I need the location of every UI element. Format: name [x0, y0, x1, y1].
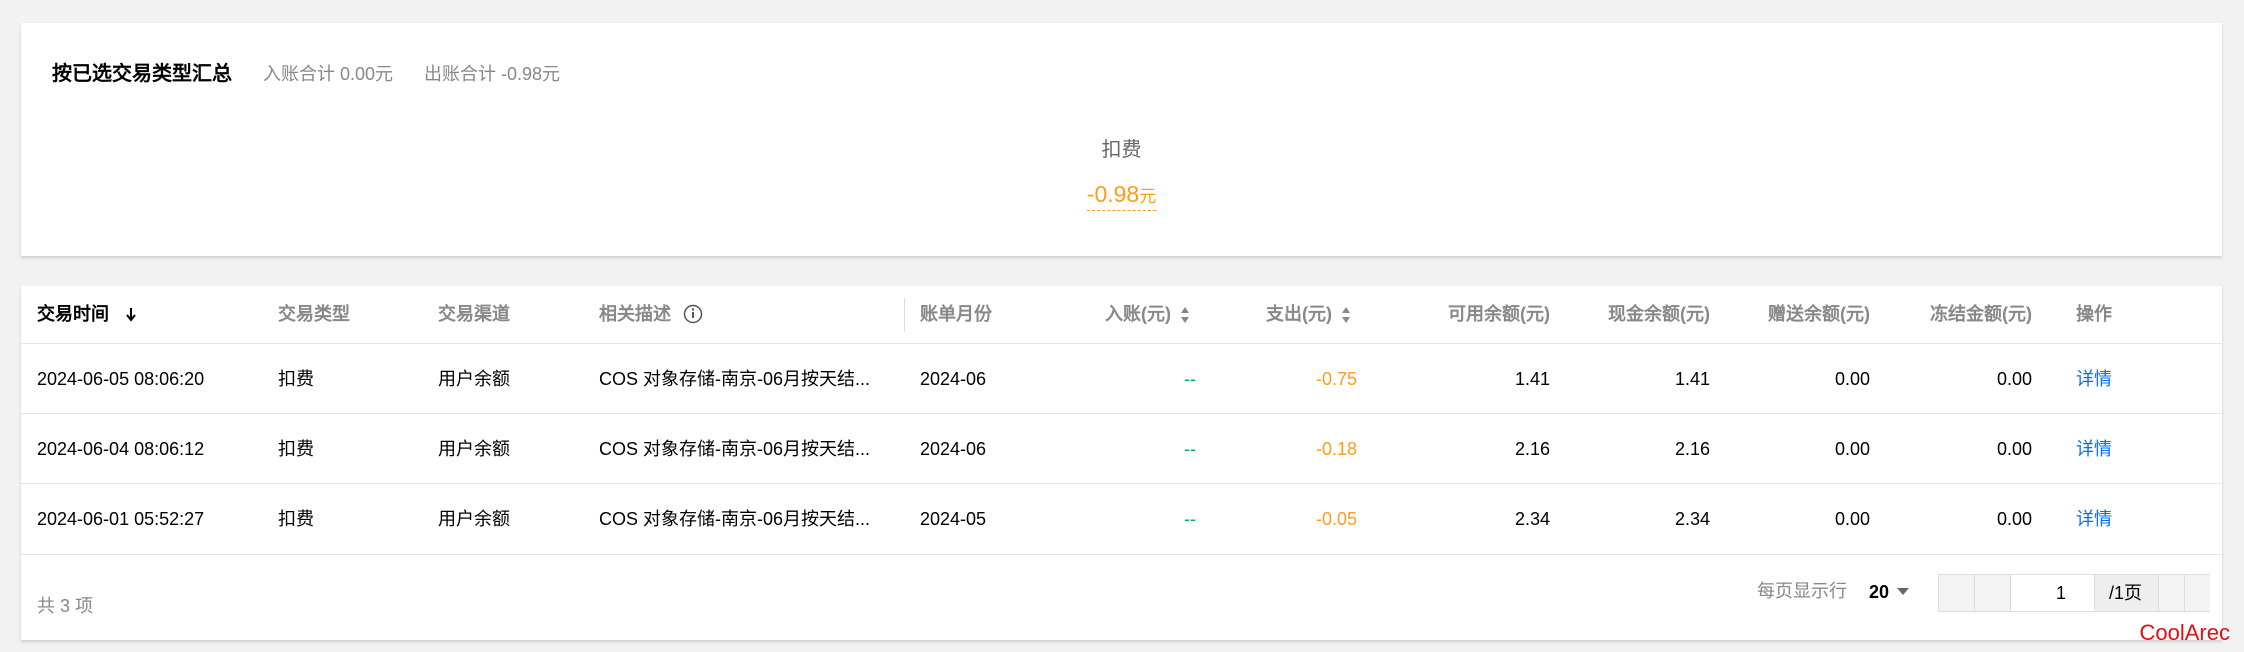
page-size-label: 每页显示行: [1757, 581, 1847, 601]
column-header: 交易类型: [278, 304, 350, 324]
table-cell[interactable]: 详情: [2076, 439, 2112, 459]
table-cell: 用户余额: [438, 509, 510, 529]
table-cell: 2.16: [1514, 439, 1550, 459]
item-amount-box: -0.98元: [21, 181, 2222, 211]
last-page[interactable]: [2184, 575, 2210, 611]
table-cell: COS 对象存储-南京-06月按天结...: [599, 369, 871, 389]
col-resize: [904, 298, 905, 332]
summary-card: 按已选交易类型汇总 入账合计 0.00元 出账合计 -0.98元 扣费 -0.9…: [21, 23, 2222, 256]
column-header: 赠送余额(元): [1768, 304, 1870, 324]
header-icon: [1181, 307, 1189, 323]
table-cell: COS 对象存储-南京-06月按天结...: [599, 509, 871, 529]
table-cell: --: [1184, 439, 1196, 459]
column-header: 账单月份: [920, 304, 992, 324]
item-label: 扣费: [1101, 139, 1142, 161]
table-cell: 2024-06: [920, 369, 987, 389]
table-cell: --: [1184, 369, 1196, 389]
divider: [21, 483, 2222, 484]
column-header: 相关描述: [599, 304, 671, 324]
table-cell: 2.16: [1674, 439, 1710, 459]
dropdown-icon[interactable]: [1897, 588, 1909, 596]
table-cell: 2024-06-04 08:06:12: [37, 439, 205, 459]
table-cell: 扣费: [278, 509, 314, 529]
table-cell[interactable]: 详情: [2076, 509, 2112, 529]
table-cell: 2024-06: [920, 439, 987, 459]
table-cell: 2.34: [1674, 509, 1710, 529]
table-cell: 2024-06-01 05:52:27: [37, 509, 205, 529]
divider: [21, 343, 2222, 344]
table-cell: 用户余额: [438, 369, 510, 389]
column-header[interactable]: 交易时间: [37, 304, 109, 324]
expense-total: 出账合计 -0.98元: [424, 64, 561, 84]
table-cell: 1.41: [1674, 369, 1710, 389]
watermark: CoolArec: [2139, 620, 2230, 645]
table-cell: 扣费: [278, 439, 314, 459]
item-amount-wrap: -0.98元: [1086, 181, 1157, 211]
page-input[interactable]: 1: [2055, 583, 2066, 603]
column-header: 交易渠道: [438, 304, 510, 324]
column-header[interactable]: 入账(元): [1105, 304, 1171, 324]
first-page[interactable]: [1939, 575, 1975, 611]
table-cell: 0.00: [1996, 369, 2032, 389]
header-icon: [683, 304, 703, 324]
total-count: 共 3 项: [37, 596, 94, 616]
page-count: /1页: [2109, 583, 2143, 603]
divider: [21, 554, 2222, 555]
table-cell: -0.75: [1315, 369, 1357, 389]
table-cell[interactable]: 详情: [2076, 369, 2112, 389]
page-size[interactable]: 20: [1869, 582, 1890, 602]
item-amount: -0.98: [1086, 181, 1140, 207]
prev-page[interactable]: [1975, 575, 2011, 611]
divider: [21, 413, 2222, 414]
table-cell: 1.41: [1514, 369, 1550, 389]
next-page[interactable]: [2158, 575, 2184, 611]
column-header: 可用余额(元): [1448, 304, 1550, 324]
table-cell: 0.00: [1834, 369, 1870, 389]
column-header[interactable]: 支出(元): [1266, 304, 1332, 324]
table-cell: --: [1184, 509, 1196, 529]
table-cell: COS 对象存储-南京-06月按天结...: [599, 439, 871, 459]
column-header: 冻结金额(元): [1930, 304, 2032, 324]
header-icon: [1342, 307, 1350, 323]
page-count-box: /1页: [2094, 575, 2158, 611]
table-cell: 2024-05: [920, 509, 987, 529]
table-cell: 扣费: [278, 369, 314, 389]
header-icon: [126, 308, 136, 322]
table-cell: -0.18: [1315, 439, 1357, 459]
table-card: 共 3 项 每页显示行 20 1 /1页 交易时间 交易类型 交易渠道 相关描述 账单月…: [21, 286, 2222, 640]
table-cell: 0.00: [1996, 439, 2032, 459]
table-cell: 用户余额: [438, 439, 510, 459]
table-cell: 2024-06-05 08:06:20: [37, 369, 205, 389]
table-cell: 0.00: [1996, 509, 2032, 529]
table-cell: 0.00: [1834, 439, 1870, 459]
table-cell: 2.34: [1514, 509, 1550, 529]
summary-title: 按已选交易类型汇总: [52, 63, 232, 85]
income-total: 入账合计 0.00元: [263, 64, 394, 84]
table-cell: 0.00: [1834, 509, 1870, 529]
column-header: 现金余额(元): [1608, 304, 1710, 324]
column-header: 操作: [2076, 304, 2112, 324]
table-cell: -0.05: [1315, 509, 1357, 529]
item-unit: 元: [1139, 187, 1157, 206]
pager: 1 /1页: [1938, 574, 2210, 612]
